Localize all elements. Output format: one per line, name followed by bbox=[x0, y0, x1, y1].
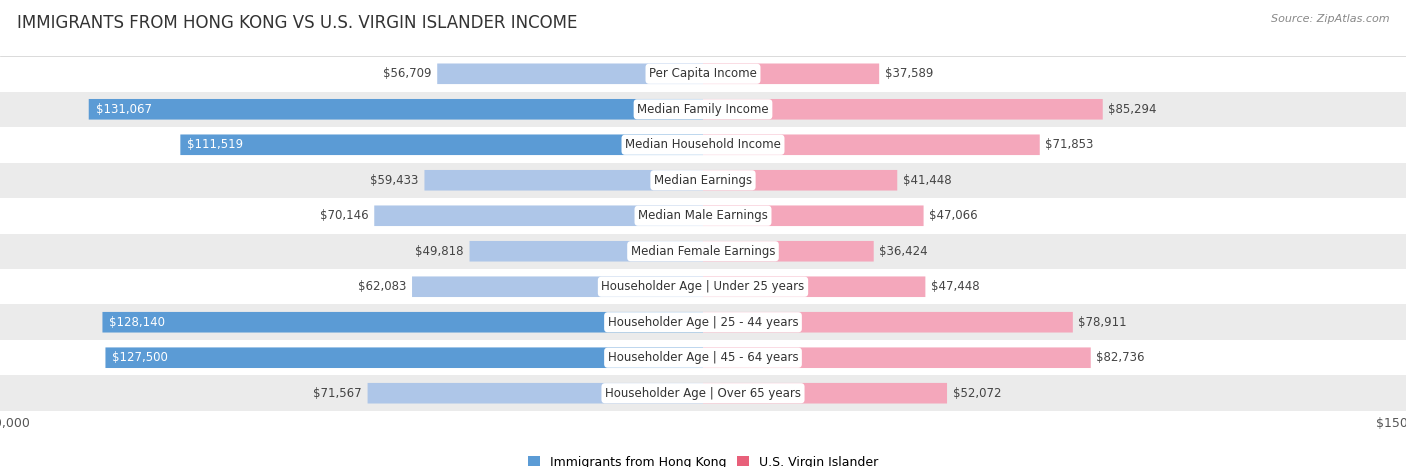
FancyBboxPatch shape bbox=[703, 276, 925, 297]
Text: $71,853: $71,853 bbox=[1046, 138, 1094, 151]
Legend: Immigrants from Hong Kong, U.S. Virgin Islander: Immigrants from Hong Kong, U.S. Virgin I… bbox=[527, 456, 879, 467]
Text: $59,433: $59,433 bbox=[370, 174, 419, 187]
Text: $37,589: $37,589 bbox=[884, 67, 934, 80]
Bar bbox=[0, 340, 1406, 375]
Text: $128,140: $128,140 bbox=[110, 316, 166, 329]
FancyBboxPatch shape bbox=[367, 383, 703, 403]
Bar bbox=[0, 163, 1406, 198]
Text: $52,072: $52,072 bbox=[953, 387, 1001, 400]
Bar bbox=[0, 127, 1406, 163]
Text: Median Male Earnings: Median Male Earnings bbox=[638, 209, 768, 222]
FancyBboxPatch shape bbox=[703, 205, 924, 226]
Text: $85,294: $85,294 bbox=[1108, 103, 1157, 116]
Text: $127,500: $127,500 bbox=[112, 351, 169, 364]
Text: $82,736: $82,736 bbox=[1097, 351, 1144, 364]
FancyBboxPatch shape bbox=[703, 170, 897, 191]
FancyBboxPatch shape bbox=[425, 170, 703, 191]
FancyBboxPatch shape bbox=[703, 383, 948, 403]
FancyBboxPatch shape bbox=[703, 241, 873, 262]
Text: $62,083: $62,083 bbox=[359, 280, 406, 293]
Text: $49,818: $49,818 bbox=[415, 245, 464, 258]
Text: Median Female Earnings: Median Female Earnings bbox=[631, 245, 775, 258]
FancyBboxPatch shape bbox=[703, 99, 1102, 120]
Text: $36,424: $36,424 bbox=[879, 245, 928, 258]
Bar bbox=[0, 198, 1406, 234]
Text: Householder Age | Under 25 years: Householder Age | Under 25 years bbox=[602, 280, 804, 293]
Text: Householder Age | 45 - 64 years: Householder Age | 45 - 64 years bbox=[607, 351, 799, 364]
Text: $71,567: $71,567 bbox=[314, 387, 361, 400]
FancyBboxPatch shape bbox=[374, 205, 703, 226]
FancyBboxPatch shape bbox=[470, 241, 703, 262]
Text: $111,519: $111,519 bbox=[187, 138, 243, 151]
Bar bbox=[0, 92, 1406, 127]
FancyBboxPatch shape bbox=[89, 99, 703, 120]
FancyBboxPatch shape bbox=[703, 347, 1091, 368]
Text: Median Family Income: Median Family Income bbox=[637, 103, 769, 116]
Text: Median Household Income: Median Household Income bbox=[626, 138, 780, 151]
Bar bbox=[0, 269, 1406, 304]
FancyBboxPatch shape bbox=[103, 312, 703, 333]
Text: $47,448: $47,448 bbox=[931, 280, 980, 293]
Bar bbox=[0, 304, 1406, 340]
Text: Median Earnings: Median Earnings bbox=[654, 174, 752, 187]
Bar bbox=[0, 234, 1406, 269]
Text: Householder Age | 25 - 44 years: Householder Age | 25 - 44 years bbox=[607, 316, 799, 329]
FancyBboxPatch shape bbox=[703, 64, 879, 84]
Text: $78,911: $78,911 bbox=[1078, 316, 1128, 329]
Text: Per Capita Income: Per Capita Income bbox=[650, 67, 756, 80]
FancyBboxPatch shape bbox=[180, 134, 703, 155]
Text: IMMIGRANTS FROM HONG KONG VS U.S. VIRGIN ISLANDER INCOME: IMMIGRANTS FROM HONG KONG VS U.S. VIRGIN… bbox=[17, 14, 578, 32]
Text: Source: ZipAtlas.com: Source: ZipAtlas.com bbox=[1271, 14, 1389, 24]
Text: $47,066: $47,066 bbox=[929, 209, 977, 222]
Text: Householder Age | Over 65 years: Householder Age | Over 65 years bbox=[605, 387, 801, 400]
Text: $41,448: $41,448 bbox=[903, 174, 952, 187]
Text: $131,067: $131,067 bbox=[96, 103, 152, 116]
FancyBboxPatch shape bbox=[105, 347, 703, 368]
FancyBboxPatch shape bbox=[412, 276, 703, 297]
FancyBboxPatch shape bbox=[703, 312, 1073, 333]
Text: $56,709: $56,709 bbox=[382, 67, 432, 80]
FancyBboxPatch shape bbox=[437, 64, 703, 84]
FancyBboxPatch shape bbox=[703, 134, 1040, 155]
Bar bbox=[0, 375, 1406, 411]
Text: $70,146: $70,146 bbox=[321, 209, 368, 222]
Bar bbox=[0, 56, 1406, 92]
